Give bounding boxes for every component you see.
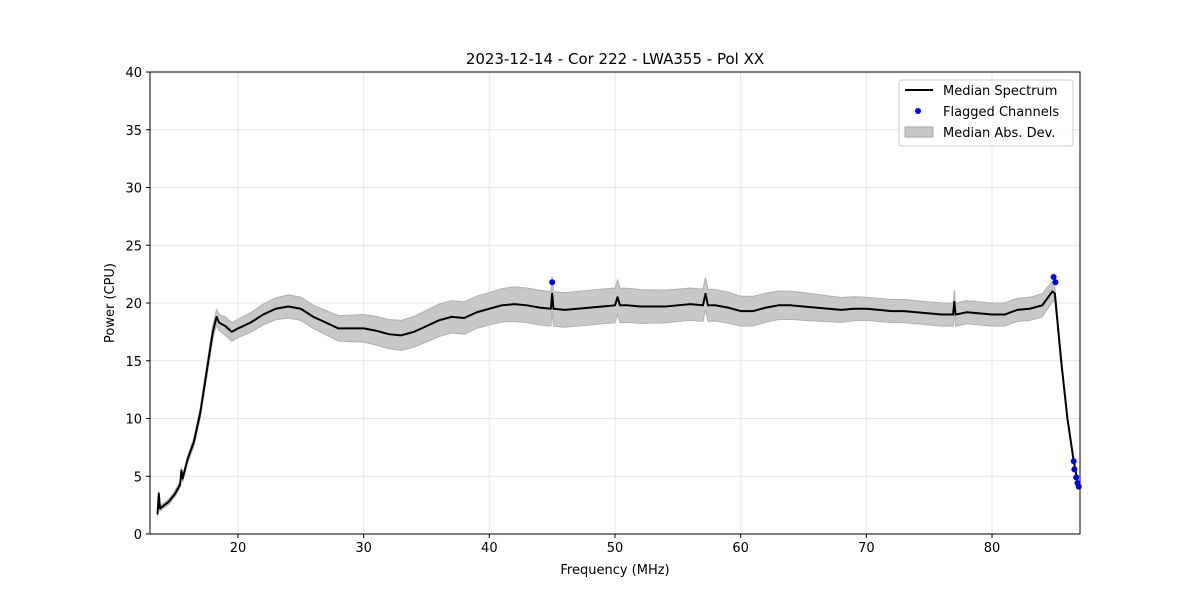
- flagged-channel-point: [1073, 474, 1080, 481]
- x-tick-label: 70: [858, 541, 875, 556]
- legend-median: Median Spectrum: [943, 84, 1057, 99]
- flagged-channel-point: [1052, 279, 1059, 286]
- y-tick-label: 35: [125, 124, 142, 139]
- legend-flagged: Flagged Channels: [943, 105, 1059, 120]
- legend: Median Spectrum Flagged Channels Median …: [898, 79, 1074, 147]
- flagged-channel-point: [1050, 274, 1057, 281]
- y-tick-label: 20: [125, 297, 142, 312]
- y-axis-label: Power (CPU): [103, 263, 118, 343]
- x-tick-label: 40: [481, 541, 498, 556]
- mad-band: [157, 276, 1080, 517]
- x-tick-label: 60: [732, 541, 749, 556]
- x-tick-label: 20: [230, 541, 247, 556]
- flagged-channel-point: [549, 279, 556, 286]
- legend-mad: Median Abs. Dev.: [943, 126, 1055, 141]
- y-tick-label: 10: [125, 413, 142, 428]
- y-tick-label: 15: [125, 355, 142, 370]
- flagged-channel-point: [1070, 458, 1077, 465]
- flagged-channel-point: [1075, 483, 1082, 490]
- median-spectrum-line: [156, 290, 1080, 515]
- x-tick-label: 30: [355, 541, 372, 556]
- y-tick-label: 30: [125, 182, 142, 197]
- x-axis-label: Frequency (MHz): [560, 563, 669, 578]
- legend-point-swatch: [915, 108, 921, 114]
- x-tick-label: 50: [607, 541, 624, 556]
- chart-title: 2023-12-14 - Cor 222 - LWA355 - Pol XX: [466, 50, 764, 68]
- flagged-channel-point: [1071, 466, 1078, 473]
- y-tick-label: 5: [134, 470, 142, 485]
- median-line: [156, 290, 1080, 515]
- y-tick-label: 0: [134, 528, 142, 543]
- y-tick-label: 25: [125, 239, 142, 254]
- x-tick-label: 80: [984, 541, 1001, 556]
- y-tick-label: 40: [125, 66, 142, 81]
- axis-ticks: 20 30 40 50 60 70 80 0 5 10 15 20 25 30 35 40: [125, 66, 1000, 556]
- legend-band-swatch: [904, 126, 934, 138]
- mad-band-area: [157, 276, 1080, 517]
